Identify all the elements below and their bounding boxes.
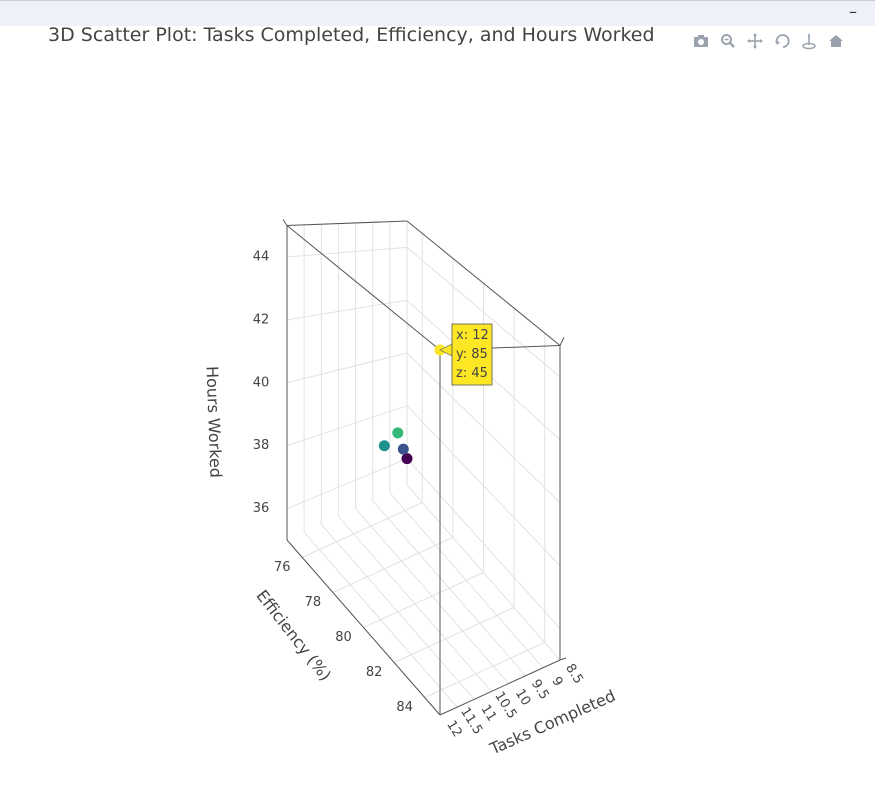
grid-line — [302, 502, 423, 558]
frame-edge — [286, 539, 441, 716]
z-tick-label: 38 — [253, 438, 270, 453]
svg-text:z: z — [808, 33, 811, 39]
frame-edge — [282, 219, 288, 226]
z-tick-label: 44 — [253, 249, 270, 264]
turntable-icon[interactable]: z — [798, 30, 820, 52]
zoom-icon[interactable] — [717, 30, 739, 52]
x-tick-label: 9 — [548, 674, 565, 689]
frame-edge — [559, 337, 565, 346]
modebar: z — [690, 30, 847, 52]
x-tick-label: 12 — [443, 718, 464, 740]
frame-edge — [559, 657, 567, 661]
data-points — [378, 344, 446, 465]
grid-line — [332, 537, 454, 593]
grid-line — [286, 299, 408, 321]
grid-layer — [286, 221, 561, 716]
camera-icon[interactable] — [690, 30, 712, 52]
window-topbar: – — [0, 0, 875, 26]
frame-edge — [286, 220, 408, 226]
grid-line — [286, 352, 408, 384]
y-tick-label: 80 — [335, 630, 352, 645]
z-tick-label: 36 — [253, 501, 270, 516]
grid-line — [363, 572, 484, 628]
y-tick-label: 76 — [274, 560, 291, 575]
z-tick-label: 40 — [253, 375, 270, 390]
frame-edge — [286, 225, 441, 351]
z-axis-title: Hours Worked — [203, 366, 226, 479]
data-point[interactable] — [392, 427, 404, 439]
data-point[interactable] — [401, 453, 413, 465]
hover-line: y: 85 — [456, 347, 488, 362]
grid-line — [406, 405, 561, 566]
orbit-rotate-icon[interactable] — [771, 30, 793, 52]
data-point[interactable] — [397, 443, 409, 455]
data-point[interactable] — [378, 440, 390, 452]
grid-line — [393, 607, 515, 663]
hover-line: z: 45 — [456, 366, 488, 381]
grid-line — [406, 458, 561, 629]
minimize-button[interactable]: – — [849, 2, 857, 21]
x-tick-label: 10 — [512, 687, 533, 709]
x-tick-label: 11 — [478, 702, 499, 724]
hover-line: x: 12 — [456, 328, 489, 343]
pan-icon[interactable] — [744, 30, 766, 52]
grid-line — [286, 458, 408, 510]
y-tick-label: 78 — [305, 595, 322, 610]
grid-line — [424, 642, 545, 698]
grid-line — [286, 246, 408, 258]
hover-tooltip: x: 12 y: 85 z: 45 — [439, 323, 493, 386]
grid-line — [406, 352, 561, 504]
tick-labels: 8.599.51010.51111.5127678808284363840424… — [253, 249, 586, 740]
z-tick-label: 42 — [253, 312, 270, 327]
chart-title: 3D Scatter Plot: Tasks Completed, Effici… — [48, 24, 655, 46]
y-axis-title: Efficiency (%) — [252, 586, 335, 684]
grid-line — [286, 405, 408, 447]
hover-box — [451, 323, 493, 386]
grid-line — [406, 247, 561, 378]
y-tick-label: 84 — [396, 700, 413, 715]
y-tick-label: 82 — [366, 665, 383, 680]
x-tick-label: 8.5 — [562, 661, 586, 686]
frame-edge — [439, 659, 561, 716]
frame-edge — [406, 220, 561, 346]
home-icon[interactable] — [825, 30, 847, 52]
